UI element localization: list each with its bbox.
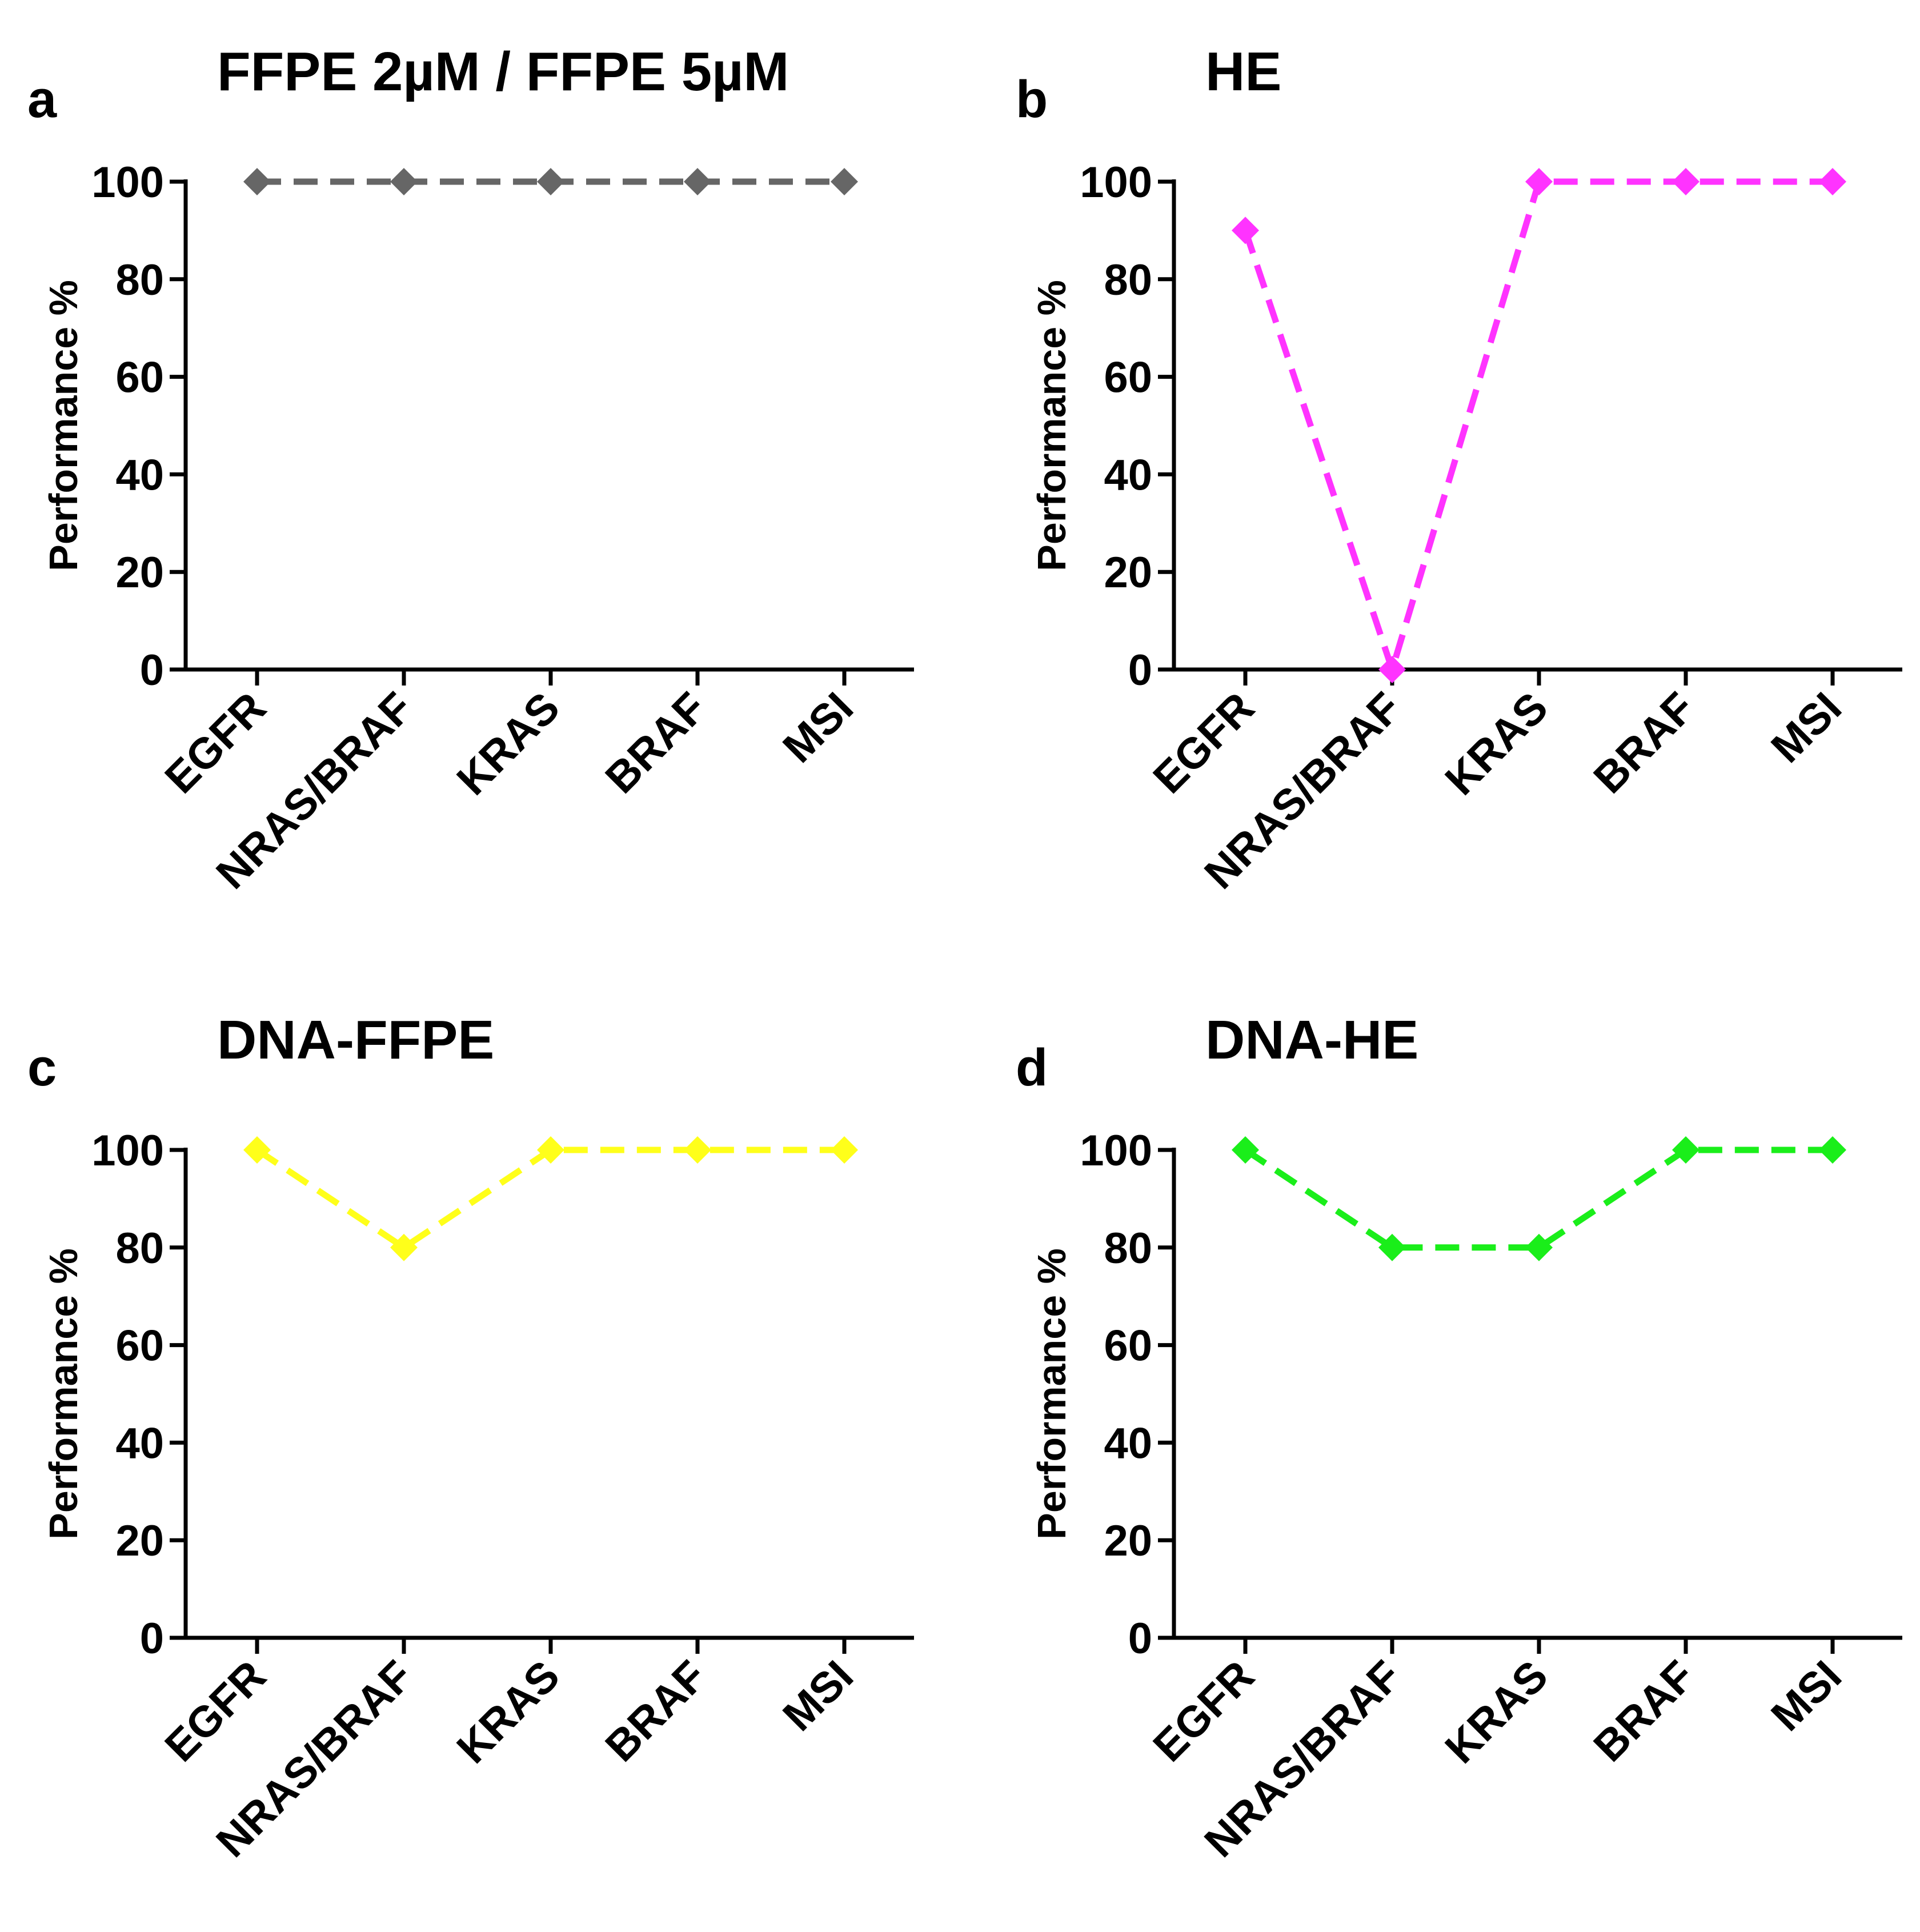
data-point: [243, 1136, 271, 1164]
y-axis-title: Performance %: [41, 280, 86, 571]
data-point: [1232, 217, 1259, 244]
y-tick-label: 100: [91, 158, 164, 207]
chart-title: HE: [1205, 41, 1281, 102]
x-tick-label: KRAS: [1436, 683, 1557, 804]
data-point: [1378, 1233, 1406, 1261]
data-point: [684, 1136, 711, 1164]
y-axis-title: Performance %: [41, 1248, 86, 1540]
panel-letter: b: [1016, 70, 1048, 129]
series-line: [1243, 1147, 1833, 1251]
y-tick-label: 80: [1104, 1224, 1152, 1273]
x-tick-label: BRAF: [596, 1652, 716, 1771]
data-point: [1819, 168, 1846, 195]
y-tick-label: 80: [1104, 256, 1152, 304]
x-tick-label: KRAS: [1436, 1652, 1557, 1773]
y-tick-label: 20: [1104, 548, 1152, 597]
chart-title: DNA-FFPE: [217, 1009, 494, 1071]
data-point: [1819, 1136, 1846, 1164]
y-tick-label: 20: [1104, 1517, 1152, 1565]
y-tick-label: 20: [115, 1517, 164, 1565]
data-point: [1672, 168, 1699, 195]
y-tick-label: 40: [1104, 1419, 1152, 1468]
chart-title: DNA-HE: [1205, 1009, 1418, 1071]
y-tick-label: 20: [115, 548, 164, 597]
chart-panel-a: a FFPE 2µM / FFPE 5µM 0 20 40 60 80 100 Performa…: [27, 41, 914, 898]
y-tick-label: 40: [115, 1419, 164, 1468]
x-tick-label: EGFR: [1144, 1652, 1264, 1771]
data-point: [537, 168, 564, 195]
data-point: [831, 1136, 858, 1164]
data-point: [537, 1136, 564, 1164]
y-tick-label: 100: [1080, 158, 1152, 207]
x-tick-label: MSI: [1762, 683, 1851, 772]
y-tick-label: 0: [1128, 646, 1152, 695]
y-tick-label: 100: [91, 1127, 164, 1175]
data-point: [1672, 1136, 1699, 1164]
x-tick-label: BRAF: [1585, 683, 1704, 803]
x-tick-label: MSI: [773, 1652, 863, 1741]
data-point: [390, 168, 418, 195]
data-point: [1525, 168, 1553, 195]
y-tick-label: 60: [1104, 1322, 1152, 1370]
x-tick-label: KRAS: [448, 1652, 569, 1773]
x-tick-label: MSI: [773, 683, 863, 772]
data-point: [1525, 1233, 1553, 1261]
data-point: [390, 1233, 418, 1261]
y-tick-label: 0: [140, 646, 164, 695]
y-tick-label: 0: [1128, 1614, 1152, 1663]
x-tick-label: EGFR: [156, 1652, 275, 1771]
y-tick-label: 60: [115, 354, 164, 402]
y-tick-label: 60: [115, 1322, 164, 1370]
y-tick-label: 80: [115, 1224, 164, 1273]
y-tick-label: 80: [115, 256, 164, 304]
x-tick-label: EGFR: [1144, 683, 1264, 803]
x-tick-label: KRAS: [448, 683, 569, 804]
series-line: [1242, 178, 1833, 673]
data-point: [1378, 656, 1406, 683]
data-point: [243, 168, 271, 195]
x-tick-label: BRAF: [596, 683, 716, 803]
y-axis-title: Performance %: [1029, 1248, 1074, 1540]
y-tick-label: 0: [140, 1614, 164, 1663]
y-tick-label: 40: [1104, 451, 1152, 499]
x-tick-label: EGFR: [156, 683, 275, 803]
y-tick-label: 40: [115, 451, 164, 499]
panel-letter: c: [27, 1039, 57, 1097]
x-tick-label: BRAF: [1585, 1652, 1704, 1771]
panel-letter: d: [1016, 1039, 1048, 1097]
data-point: [1232, 1136, 1259, 1164]
panel-letter: a: [27, 70, 57, 129]
y-tick-label: 60: [1104, 354, 1152, 402]
data-point: [684, 168, 711, 195]
x-tick-label: MSI: [1762, 1652, 1851, 1741]
y-axis-title: Performance %: [1029, 280, 1074, 571]
series-line: [255, 1147, 844, 1251]
y-tick-label: 100: [1080, 1127, 1152, 1175]
data-point: [831, 168, 858, 195]
chart-title: FFPE 2µM / FFPE 5µM: [217, 41, 789, 102]
